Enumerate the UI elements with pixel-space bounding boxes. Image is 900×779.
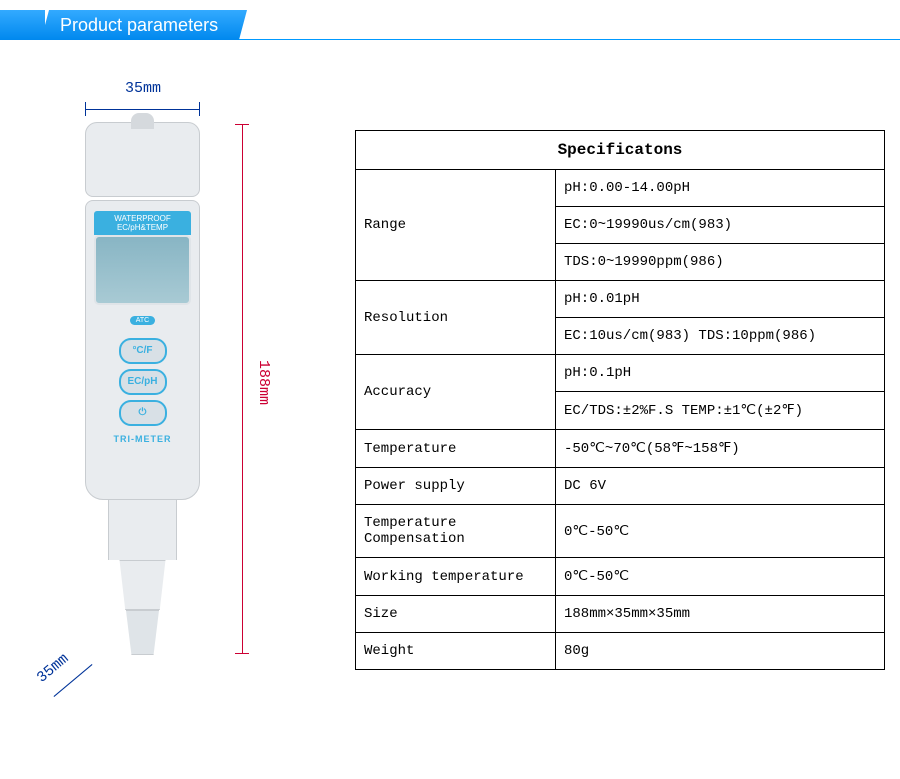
- device-cap: [85, 122, 200, 197]
- table-row: Size188mm×35mm×35mm: [356, 596, 885, 633]
- spec-label: Size: [356, 596, 556, 633]
- device-screen: [94, 235, 191, 305]
- table-row: ResolutionpH:0.01pH: [356, 281, 885, 318]
- header-title: Product parameters: [60, 10, 218, 40]
- device-screen-label: WATERPROOF EC/pH&TEMP: [94, 211, 191, 235]
- product-diagram: 35mm 188mm 35mm WATERPROOF EC/pH&TEMP AT…: [30, 80, 330, 730]
- spec-value: EC/TDS:±2%F.S TEMP:±1℃(±2℉): [556, 392, 885, 430]
- device-tip-lower: [124, 610, 161, 655]
- temp-unit-button: °C/F: [119, 338, 167, 364]
- spec-value: 80g: [556, 633, 885, 670]
- spec-label: Weight: [356, 633, 556, 670]
- screen-label-1: WATERPROOF: [94, 214, 191, 223]
- spec-value: TDS:0~19990ppm(986): [556, 244, 885, 281]
- table-row: Working temperature0℃-50℃: [356, 558, 885, 596]
- spec-value: 0℃-50℃: [556, 558, 885, 596]
- dim-height-line: [235, 124, 249, 654]
- device-footer-label: TRI-METER: [94, 434, 191, 444]
- spec-label: Resolution: [356, 281, 556, 355]
- spec-value: 0℃-50℃: [556, 505, 885, 558]
- table-title: Specificatons: [356, 131, 885, 170]
- dim-height-label: 188mm: [255, 360, 272, 405]
- spec-value: EC:10us/cm(983) TDS:10ppm(986): [556, 318, 885, 355]
- spec-label: Temperature Compensation: [356, 505, 556, 558]
- header-bar: Product parameters: [0, 10, 900, 40]
- spec-value: pH:0.00-14.00pH: [556, 170, 885, 207]
- header-tab: Product parameters: [41, 10, 247, 40]
- specifications-table: Specificatons RangepH:0.00-14.00pHEC:0~1…: [355, 130, 885, 670]
- header-lead: [0, 10, 45, 40]
- spec-label: Working temperature: [356, 558, 556, 596]
- table-row: AccuracypH:0.1pH: [356, 355, 885, 392]
- spec-label: Power supply: [356, 468, 556, 505]
- mode-button: EC/pH: [119, 369, 167, 395]
- device-illustration: WATERPROOF EC/pH&TEMP ATC °C/F EC/pH ⏻ T…: [85, 122, 200, 657]
- table-row: Temperature Compensation0℃-50℃: [356, 505, 885, 558]
- spec-value: 188mm×35mm×35mm: [556, 596, 885, 633]
- table-row: RangepH:0.00-14.00pH: [356, 170, 885, 207]
- spec-value: pH:0.1pH: [556, 355, 885, 392]
- spec-label: Range: [356, 170, 556, 281]
- spec-label: Accuracy: [356, 355, 556, 430]
- spec-value: DC 6V: [556, 468, 885, 505]
- spec-value: pH:0.01pH: [556, 281, 885, 318]
- table-body: RangepH:0.00-14.00pHEC:0~19990us/cm(983)…: [356, 170, 885, 670]
- atc-badge: ATC: [130, 316, 155, 325]
- spec-value: -50℃~70℃(58℉~158℉): [556, 430, 885, 468]
- power-button: ⏻: [119, 400, 167, 426]
- device-body: WATERPROOF EC/pH&TEMP ATC °C/F EC/pH ⏻ T…: [85, 200, 200, 500]
- spec-value: EC:0~19990us/cm(983): [556, 207, 885, 244]
- dim-depth-label: 35mm: [34, 650, 73, 686]
- device-neck: [108, 500, 177, 560]
- dim-width-label: 35mm: [125, 80, 161, 97]
- screen-label-2: EC/pH&TEMP: [94, 223, 191, 232]
- spec-label: Temperature: [356, 430, 556, 468]
- table-row: Temperature-50℃~70℃(58℉~158℉): [356, 430, 885, 468]
- device-tip-upper: [114, 560, 172, 610]
- table-row: Power supplyDC 6V: [356, 468, 885, 505]
- table-row: Weight80g: [356, 633, 885, 670]
